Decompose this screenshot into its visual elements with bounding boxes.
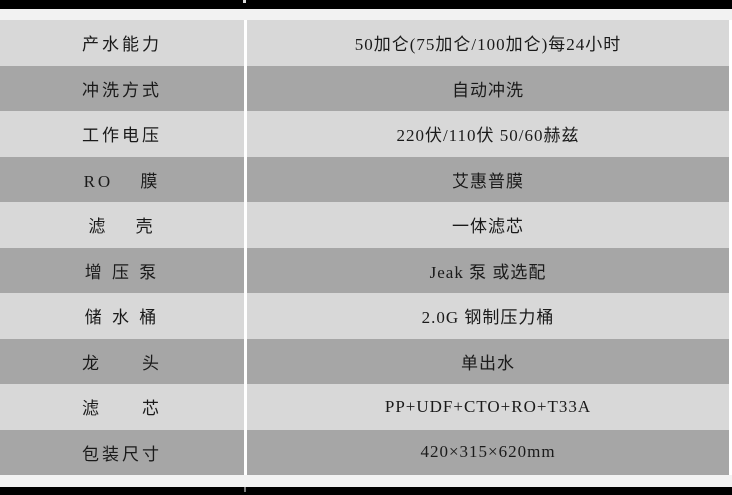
spec-label-cell: 滤 芯: [0, 384, 244, 430]
spec-value-cell: 220伏/110伏 50/60赫兹: [247, 111, 729, 157]
column-divider: [244, 65, 247, 111]
spec-label-cell: 增 压 泵: [0, 247, 244, 293]
column-divider: [244, 338, 247, 384]
top-light-strip: [0, 9, 732, 20]
column-divider: [244, 20, 247, 66]
column-divider: [244, 429, 247, 475]
spec-row: 龙 头 单出水: [0, 338, 732, 384]
spec-value-cell: 50加仑(75加仑/100加仑)每24小时: [247, 20, 729, 66]
spec-row: 冲洗方式 自动冲洗: [0, 65, 732, 111]
top-bar-divider-notch: [243, 0, 246, 3]
spec-label-cell: 包装尺寸: [0, 429, 244, 475]
spec-value-cell: 一体滤芯: [247, 202, 729, 248]
spec-label: 包装尺寸: [82, 444, 162, 464]
column-divider: [244, 111, 247, 157]
column-divider: [244, 293, 247, 339]
spec-label: 增 压 泵: [84, 262, 160, 282]
spec-label-cell: RO 膜: [0, 156, 244, 202]
spec-label: 滤 壳: [88, 217, 156, 237]
bottom-black-bar: [0, 487, 732, 495]
spec-value-cell: 420×315×620mm: [247, 429, 729, 475]
spec-value: 一体滤芯: [452, 217, 524, 237]
spec-label: 工作电压: [82, 126, 162, 146]
spec-value-cell: 艾惠普膜: [247, 156, 729, 202]
spec-label: 滤 芯: [82, 399, 162, 419]
spec-value: 50加仑(75加仑/100加仑)每24小时: [354, 35, 622, 55]
spec-label-cell: 滤 壳: [0, 202, 244, 248]
spec-row: 储 水 桶 2.0G 钢制压力桶: [0, 293, 732, 339]
spec-row: 产水能力 50加仑(75加仑/100加仑)每24小时: [0, 20, 732, 66]
spec-value: 单出水: [461, 353, 515, 373]
spec-label-cell: 龙 头: [0, 338, 244, 384]
spec-value-cell: 单出水: [247, 338, 729, 384]
spec-label-cell: 产水能力: [0, 20, 244, 66]
column-divider: [244, 247, 247, 293]
spec-value: 220伏/110伏 50/60赫兹: [396, 126, 580, 146]
column-divider: [244, 202, 247, 248]
spec-label-cell: 工作电压: [0, 111, 244, 157]
spec-table-body: 产水能力 50加仑(75加仑/100加仑)每24小时 冲洗方式 自动冲洗 工作电…: [0, 20, 732, 475]
spec-label-cell: 冲洗方式: [0, 65, 244, 111]
spec-row: RO 膜 艾惠普膜: [0, 156, 732, 202]
spec-row: 包装尺寸 420×315×620mm: [0, 429, 732, 475]
spec-value: 艾惠普膜: [452, 171, 524, 191]
bottom-light-strip: [0, 475, 732, 487]
spec-row: 滤 壳 一体滤芯: [0, 202, 732, 248]
bottom-bar-divider-notch: [244, 487, 246, 492]
column-divider: [244, 156, 247, 202]
spec-value-cell: 2.0G 钢制压力桶: [247, 293, 729, 339]
top-black-bar: [0, 0, 732, 9]
spec-label: 产水能力: [82, 35, 162, 55]
spec-label: 储 水 桶: [84, 308, 160, 328]
spec-value: PP+UDF+CTO+RO+T33A: [384, 396, 592, 416]
column-divider: [244, 384, 247, 430]
spec-value: 420×315×620mm: [420, 442, 556, 462]
spec-value-cell: PP+UDF+CTO+RO+T33A: [247, 384, 729, 430]
spec-row: 工作电压 220伏/110伏 50/60赫兹: [0, 111, 732, 157]
spec-value: Jeak 泵 或选配: [429, 262, 547, 282]
spec-label: 龙 头: [82, 353, 162, 373]
spec-row: 滤 芯 PP+UDF+CTO+RO+T33A: [0, 384, 732, 430]
spec-value-cell: Jeak 泵 或选配: [247, 247, 729, 293]
spec-row: 增 压 泵 Jeak 泵 或选配: [0, 247, 732, 293]
spec-label: RO 膜: [83, 171, 161, 191]
spec-value-cell: 自动冲洗: [247, 65, 729, 111]
spec-label: 冲洗方式: [82, 80, 162, 100]
spec-label-cell: 储 水 桶: [0, 293, 244, 339]
spec-value: 自动冲洗: [452, 80, 524, 100]
spec-value: 2.0G 钢制压力桶: [421, 308, 555, 328]
